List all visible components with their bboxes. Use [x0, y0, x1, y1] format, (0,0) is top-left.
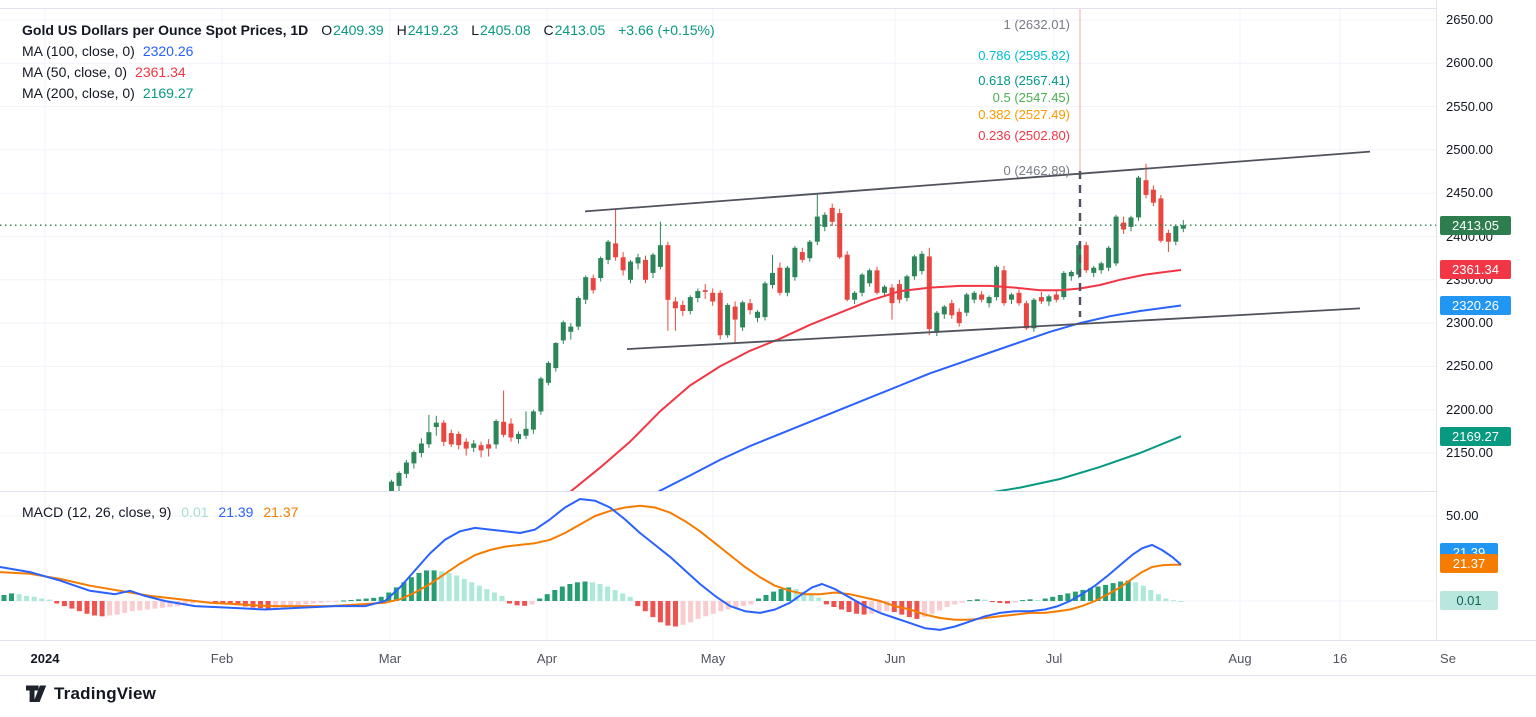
price-tick: 2250.00	[1446, 358, 1493, 374]
tradingview-logo-icon	[26, 685, 47, 702]
price-badge: 2320.26	[1440, 296, 1511, 316]
high-value: 2419.23	[407, 22, 459, 38]
low-label: L	[471, 22, 479, 38]
price-tick: 2500.00	[1446, 141, 1493, 157]
symbol-legend-row[interactable]: Gold US Dollars per Ounce Spot Prices, 1…	[22, 20, 715, 41]
macd-legend-row[interactable]: MACD (12, 26, close, 9) 0.01 21.39 21.37	[22, 502, 304, 522]
time-label-Mar: Mar	[378, 651, 402, 666]
ma-label: MA (100, close, 0)	[22, 43, 135, 59]
macd-badge: 21.37	[1440, 553, 1498, 573]
time-label-16: 16	[1332, 651, 1348, 666]
fib-level-label-1[interactable]: 0.786 (2595.82)	[978, 47, 1070, 63]
open-label: O	[321, 22, 333, 38]
high-label: H	[396, 22, 407, 38]
tradingview-brand-text: TradingView	[54, 684, 157, 703]
time-label-Jun: Jun	[884, 651, 906, 666]
close-value: 2413.05	[554, 22, 606, 38]
time-label-2024: 2024	[30, 651, 60, 666]
fib-level-label-4[interactable]: 0.382 (2527.49)	[978, 107, 1070, 123]
time-label-Feb: Feb	[210, 651, 234, 666]
fib-level-label-5[interactable]: 0.236 (2502.80)	[978, 128, 1070, 144]
time-label-Se: Se	[1440, 651, 1456, 666]
price-badge: 2169.27	[1440, 426, 1511, 446]
macd-label: MACD (12, 26, close, 9)	[22, 504, 172, 520]
macd-tick: 50.00	[1446, 508, 1479, 523]
ma-value: 2320.26	[142, 43, 194, 59]
price-axis[interactable]: 2650.00 2600.00 2550.00 2500.00 2450.00 2400.…	[1436, 0, 1536, 676]
price-tick: 2650.00	[1446, 12, 1493, 27]
ma-legend-rows: MA (100, close, 0) 2320.26 MA (50, close, …	[22, 41, 715, 104]
change-value: +3.66 (+0.15%)	[618, 22, 715, 38]
macd-histogram-value: 0.01	[181, 504, 209, 520]
ma-value: 2169.27	[142, 85, 194, 101]
price-tick: 2600.00	[1446, 55, 1493, 71]
price-badge: 2413.05	[1440, 215, 1511, 235]
tradingview-attribution[interactable]: TradingView	[25, 684, 156, 704]
price-tick: 2450.00	[1446, 185, 1493, 201]
low-value: 2405.08	[480, 22, 531, 38]
chart-legend: Gold US Dollars per Ounce Spot Prices, 1…	[22, 20, 715, 104]
price-tick: 2550.00	[1446, 98, 1493, 114]
close-label: C	[543, 22, 554, 38]
ma-legend-row-1[interactable]: MA (50, close, 0) 2361.34	[22, 62, 715, 83]
fib-level-label-3[interactable]: 0.5 (2547.45)	[992, 89, 1070, 105]
time-label-Apr: Apr	[536, 651, 558, 666]
time-label-Aug: Aug	[1228, 651, 1252, 666]
ma-label: MA (200, close, 0)	[22, 85, 135, 101]
ma-legend-row-0[interactable]: MA (100, close, 0) 2320.26	[22, 41, 715, 62]
chart-canvas[interactable]	[0, 0, 1436, 676]
macd-badge: 0.01	[1440, 591, 1498, 611]
price-tick: 2150.00	[1446, 445, 1493, 460]
time-label-May: May	[700, 651, 726, 666]
symbol-title: Gold US Dollars per Ounce Spot Prices, 1…	[22, 22, 309, 38]
ma-label: MA (50, close, 0)	[22, 64, 128, 80]
macd-signal-value: 21.37	[263, 504, 299, 520]
ma-legend-row-2[interactable]: MA (200, close, 0) 2169.27	[22, 83, 715, 104]
open-value: 2409.39	[333, 22, 384, 38]
time-label-Jul: Jul	[1045, 651, 1063, 666]
ma-value: 2361.34	[135, 64, 186, 80]
macd-line-value: 21.39	[218, 504, 254, 520]
time-axis[interactable]: 2024 Feb Mar Apr May Jun Jul Aug 16 Se	[0, 640, 1536, 676]
price-tick: 2200.00	[1446, 401, 1493, 417]
price-badge: 2361.34	[1440, 260, 1511, 280]
fib-level-label-6[interactable]: 0 (2462.89)	[1003, 163, 1071, 179]
fib-level-label-0[interactable]: 1 (2632.01)	[1003, 16, 1071, 32]
price-tick: 2300.00	[1446, 315, 1493, 331]
fib-level-label-2[interactable]: 0.618 (2567.41)	[978, 72, 1070, 88]
